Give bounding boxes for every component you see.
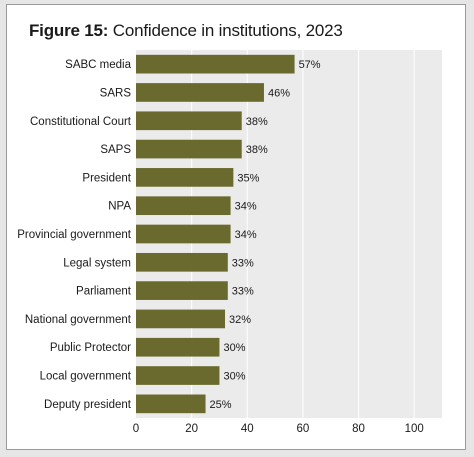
category-label: Constitutional Court <box>30 116 132 128</box>
value-label: 38% <box>246 144 268 156</box>
bar <box>136 54 295 74</box>
bar <box>136 111 242 131</box>
value-label: 34% <box>235 201 257 213</box>
bar <box>136 139 242 159</box>
value-label: 30% <box>223 371 245 383</box>
x-tick-label: 80 <box>352 423 365 435</box>
bar <box>136 196 231 216</box>
bar <box>136 394 206 414</box>
category-label: Provincial government <box>17 229 132 241</box>
category-label: National government <box>25 314 132 326</box>
category-label: SAPS <box>100 144 131 156</box>
category-label: Parliament <box>76 286 132 298</box>
value-label: 34% <box>235 229 257 241</box>
bar <box>136 168 234 187</box>
value-label: 57% <box>299 59 321 71</box>
x-tick-label: 100 <box>405 423 424 435</box>
value-label: 25% <box>210 399 232 411</box>
category-label: NPA <box>108 201 131 213</box>
category-labels: SABC media SARS Constitutional Court SAPS Pr… <box>17 59 132 411</box>
bar <box>136 309 226 329</box>
category-label: President <box>82 172 131 184</box>
bar <box>136 83 264 102</box>
x-tick-labels: 0 20 40 60 80 100 <box>133 423 424 435</box>
x-tick-label: 20 <box>185 423 198 435</box>
value-label: 38% <box>246 116 268 128</box>
category-label: SABC media <box>65 59 131 71</box>
x-tick-label: 40 <box>241 423 254 435</box>
category-label: SARS <box>100 87 132 99</box>
value-label: 32% <box>229 314 251 326</box>
value-label: 35% <box>237 172 259 184</box>
bar <box>136 281 228 300</box>
x-tick-label: 60 <box>297 423 310 435</box>
category-label: Local government <box>40 371 132 383</box>
value-label: 33% <box>232 286 254 298</box>
category-label: Legal system <box>63 257 131 269</box>
bars <box>136 54 295 414</box>
figure-number: Figure 15: <box>29 21 109 40</box>
figure-title: Figure 15: Confidence in institutions, 2… <box>29 21 343 41</box>
value-label: 33% <box>232 257 254 269</box>
x-tick-label: 0 <box>133 423 139 435</box>
bar <box>136 337 220 357</box>
bar <box>136 224 231 244</box>
value-label: 46% <box>268 87 290 99</box>
value-labels: 57% 46% 38% 38% 35% 34% 34% 33% 33% 32% 30% 30% 25% <box>210 59 321 411</box>
category-label: Deputy president <box>44 399 132 411</box>
value-label: 30% <box>223 342 245 354</box>
bar <box>136 252 228 272</box>
category-label: Public Protector <box>50 342 131 354</box>
bar <box>136 366 220 385</box>
figure-title-text: Confidence in institutions, 2023 <box>112 21 343 40</box>
